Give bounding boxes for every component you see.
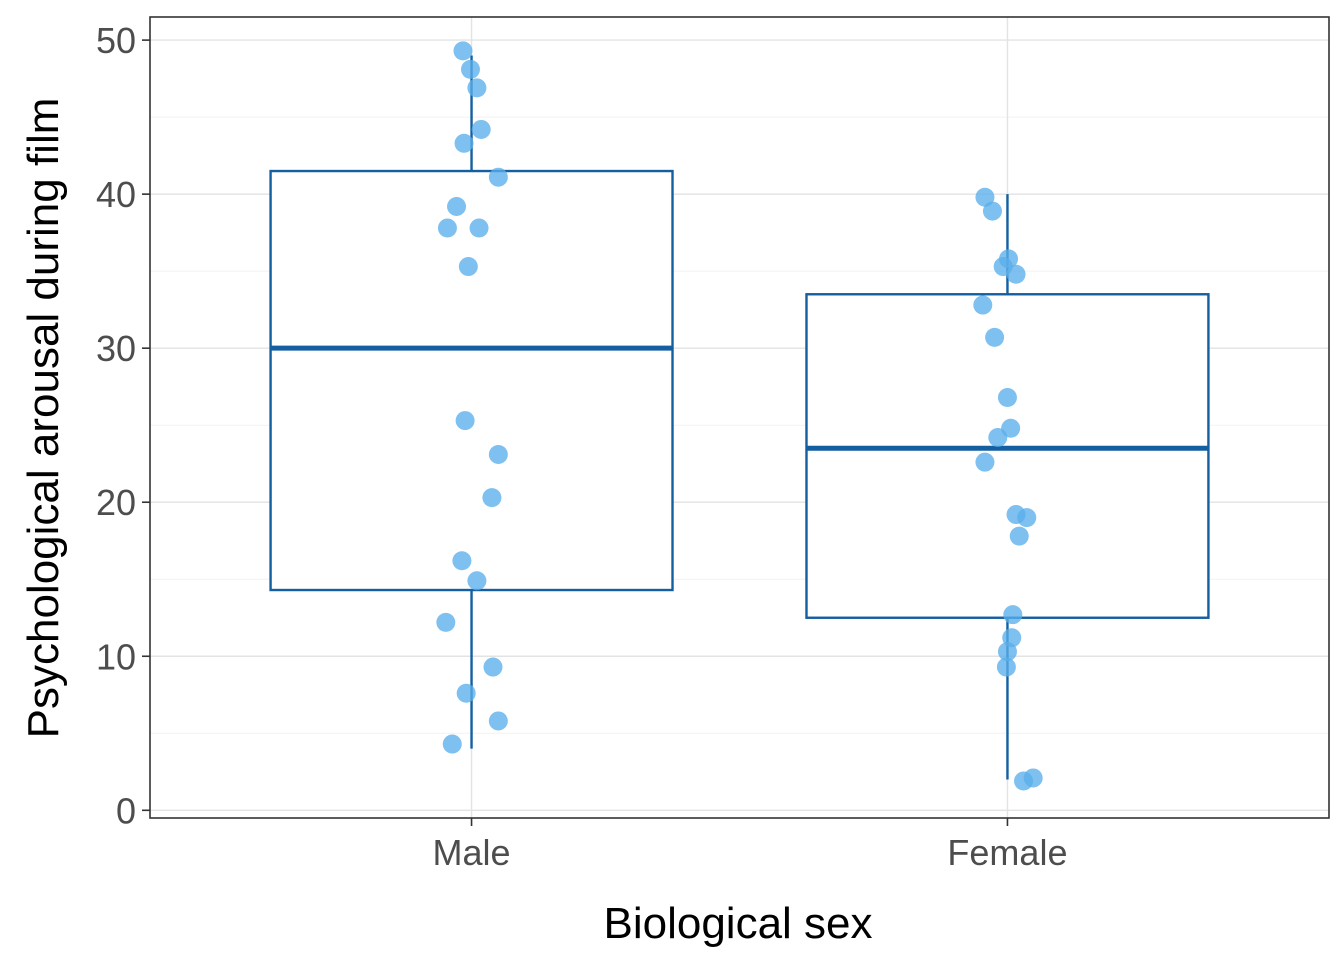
data-point — [985, 327, 1005, 347]
y-axis-title: Psychological arousal during film — [19, 98, 68, 739]
y-tick-label: 10 — [96, 636, 136, 677]
data-point — [488, 444, 508, 464]
data-point — [437, 218, 457, 238]
data-point — [471, 119, 491, 139]
data-point — [467, 571, 487, 591]
y-tick-label: 0 — [116, 790, 136, 831]
data-point — [973, 295, 993, 315]
data-points — [436, 41, 1043, 791]
y-tick-label: 30 — [96, 328, 136, 369]
x-axis-title: Biological sex — [603, 899, 872, 948]
data-point — [488, 167, 508, 187]
data-point — [1003, 605, 1023, 625]
data-point — [488, 711, 508, 731]
data-point — [454, 133, 474, 153]
data-point — [452, 551, 472, 571]
data-point — [455, 411, 475, 431]
panel-border — [149, 16, 1330, 819]
data-point — [482, 488, 502, 508]
data-point — [458, 257, 478, 277]
boxes — [269, 55, 1210, 780]
y-tick-label: 40 — [96, 174, 136, 215]
data-point — [1009, 526, 1029, 546]
data-point — [456, 683, 476, 703]
data-point — [975, 452, 995, 472]
data-point — [460, 59, 480, 79]
data-point — [469, 218, 489, 238]
data-point — [483, 657, 503, 677]
data-point — [453, 41, 473, 61]
x-tick-label: Male — [433, 832, 511, 873]
data-point — [988, 428, 1008, 448]
data-point — [1017, 508, 1037, 528]
data-point — [442, 734, 462, 754]
data-point — [997, 642, 1017, 662]
data-point — [975, 187, 995, 207]
data-point — [1014, 771, 1034, 791]
box-male — [269, 169, 674, 592]
data-point — [447, 196, 467, 216]
box-female — [805, 293, 1210, 619]
data-point — [982, 201, 1002, 221]
data-point — [1006, 264, 1026, 284]
data-point — [996, 657, 1016, 677]
axes: 0 10 20 30 40 50 Male Female — [96, 20, 1068, 873]
x-tick-label: Female — [947, 832, 1067, 873]
y-tick-label: 50 — [96, 20, 136, 61]
data-point — [436, 612, 456, 632]
y-tick-label: 20 — [96, 482, 136, 523]
data-point — [467, 78, 487, 98]
data-point — [997, 387, 1017, 407]
